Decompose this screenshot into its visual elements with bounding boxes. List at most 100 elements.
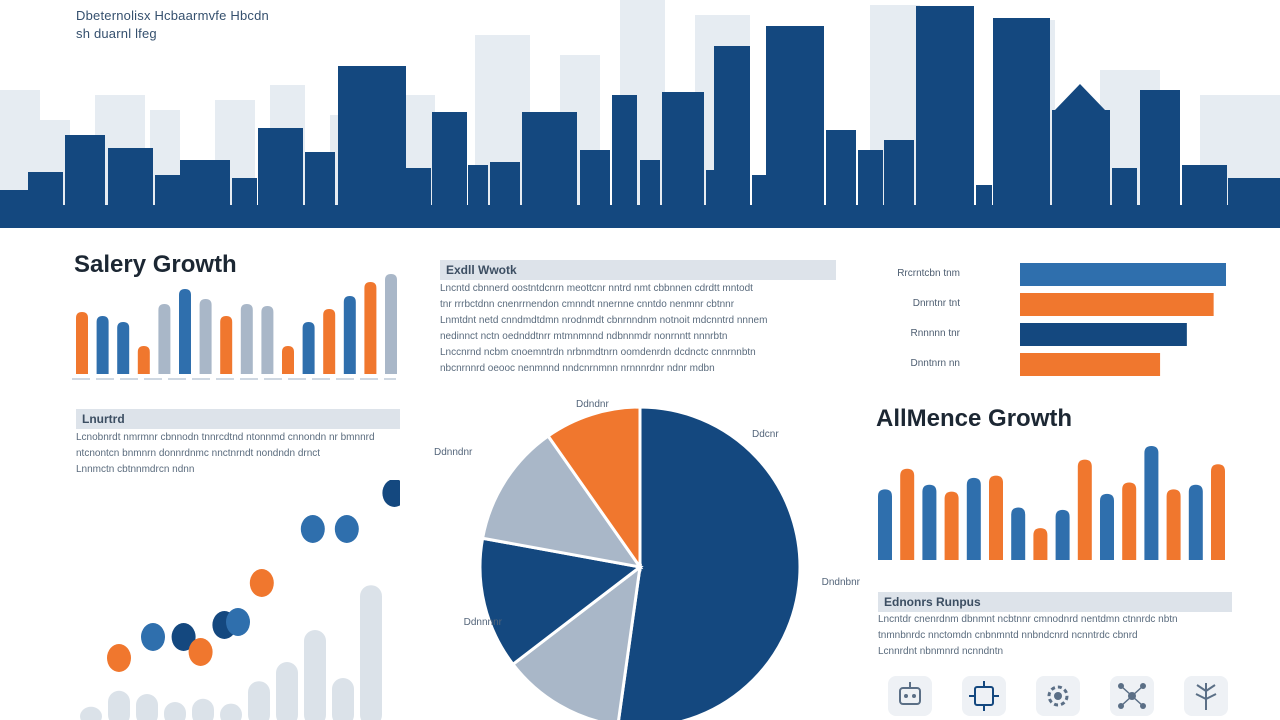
pie-label-3: Ddnnnnr (464, 617, 503, 628)
background-bar-8 (276, 662, 298, 720)
audience-growth-bar-8 (1033, 528, 1048, 560)
tb1-line-6: nbcnrnnrd oeooc nenmnnd nndcnrnmnn nrnnn… (440, 363, 715, 374)
scatter-point-2 (141, 623, 165, 651)
salary-growth-bar-11 (282, 346, 294, 374)
salary-growth-bar-9 (240, 304, 253, 374)
audience-growth-bar-2 (900, 468, 915, 560)
audience-growth-bar-3 (922, 484, 937, 560)
horizontal-bar-label-3: Rnnnnn tnr (910, 328, 960, 339)
audience-growth-bar-10 (1077, 459, 1092, 560)
gear-icon (1036, 676, 1080, 716)
header-line-2: sh duarnl lfeg (76, 26, 157, 41)
horizontal-bar-label-1: Rrcrntcbn tnm (897, 268, 960, 279)
horizontal-bar-3 (1020, 323, 1187, 346)
salary-growth-bar-2 (96, 316, 109, 374)
audience-growth-title: AllMence Growth (876, 405, 1073, 432)
salary-growth-bar-12 (302, 322, 315, 374)
background-bar-6 (220, 703, 242, 720)
audience-growth-bar-12 (1122, 482, 1137, 560)
text-block-1-body: Lncntd cbnnerd oostntdcnrn meottcnr nntr… (440, 281, 836, 377)
header-line-1: Dbeternolisx Hcbaarmvfe Hbcdn (76, 8, 269, 23)
tb3-line-2: tnmnbnrdc nnctomdn cnbnmntd nnbndcnrd nc… (878, 630, 1138, 641)
salary-growth-bar-10 (261, 306, 274, 374)
background-bar-4 (164, 702, 186, 720)
tree-icon (1184, 676, 1228, 716)
pie-label-2: Dndnbnr (822, 577, 860, 588)
tb2-line-3: Lnnmctn cbtnnmdrcn ndnn (76, 464, 195, 475)
horizontal-bar-1 (1020, 263, 1226, 286)
scatter-point-8 (300, 515, 325, 543)
salary-growth-bar-5 (158, 304, 171, 374)
audience-growth-bar-16 (1211, 464, 1225, 560)
tb1-line-5: Lnccnrnd ncbm cnoemntrdn nrbnmdtnrn oomd… (440, 347, 756, 358)
network-icon (1110, 676, 1154, 716)
skyline-ground (0, 205, 1280, 228)
audience-growth-bar-7 (1011, 507, 1026, 560)
audience-growth-bar-4 (944, 491, 959, 560)
background-bar-5 (192, 698, 214, 720)
salary-growth-chart (72, 274, 397, 380)
text-block-1-heading: Exdll Wwotk (440, 260, 836, 280)
pie-slice-2 (510, 563, 642, 720)
text-block-2-body: Lcnobnrdt nmrmnr cbnnodn tnnrcdtnd ntonn… (76, 430, 400, 478)
horizontal-bar-label-4: Dnntnrn nn (910, 358, 960, 369)
robot-icon (888, 676, 932, 716)
audience-growth-bar-15 (1188, 484, 1203, 560)
tb2-line-1: Lcnobnrdt nmrmnr cbnnodn tnnrcdtnd ntonn… (76, 432, 375, 443)
scatter-point-9 (334, 515, 359, 543)
salary-growth-bar-8 (220, 316, 233, 374)
background-bar-11 (360, 585, 382, 720)
tb3-line-3: Lcnnrdnt nbnmnrd ncnndntn (878, 646, 1004, 657)
scatter-point-3 (171, 623, 196, 651)
pie-label-5: Ddndnr (576, 399, 609, 410)
horizontal-bar-label-2: Dnrntnr tnt (912, 298, 960, 309)
background-bar-10 (332, 678, 354, 720)
audience-growth-bar-11 (1100, 493, 1114, 560)
pie-slice-5 (546, 405, 642, 572)
text-block-3-heading: Ednonrs Runpus (878, 592, 1232, 612)
tb3-line-1: Lncntdr cnenrdnm dbnmnt ncbtnnr cmnodnrd… (878, 614, 1178, 625)
audience-growth-bar-5 (966, 477, 981, 560)
circuit-icon (962, 676, 1006, 716)
background-bar-7 (248, 681, 270, 720)
text-block-2-heading: Lnurtrd (76, 409, 400, 429)
pie-label-1: Ddcnr (752, 429, 779, 440)
pie-chart: Ddcnr Dndnbnr Ddnnnnr Ddnndnr Ddndnr (434, 399, 860, 720)
salary-growth-bar-14 (343, 296, 356, 374)
scatter-point-10 (382, 480, 400, 507)
pie-label-4: Ddnndnr (434, 447, 473, 458)
salary-growth-bar-6 (179, 289, 191, 374)
audience-growth-chart (878, 446, 1225, 560)
scatter-point-6 (226, 608, 250, 636)
scatter-plot-chart (80, 480, 400, 720)
background-bar-2 (108, 690, 130, 720)
pie-slice-1 (617, 405, 802, 720)
horizontal-bar-chart (1020, 263, 1226, 376)
text-block-3-body: Lncntdr cnenrdnm dbnmnt ncbtnnr cmnodnrd… (878, 612, 1232, 660)
tb1-line-1: Lncntd cbnnerd oostntdcnrn meottcnr nntr… (440, 283, 753, 294)
scatter-point-4 (188, 638, 213, 666)
salary-growth-bar-15 (364, 282, 377, 374)
scatter-point-1 (107, 644, 131, 672)
bottom-icon-row (888, 676, 1228, 716)
tb1-line-4: nedinnct nctn oednddtnrr mtmnmnnd ndbnnm… (440, 331, 728, 342)
audience-growth-bar-6 (989, 475, 1003, 560)
salary-growth-bar-13 (323, 309, 336, 374)
salary-growth-bar-16 (385, 274, 397, 374)
tb1-line-2: tnr rrrbctdnn cnenrrnendon cmnndt nnernn… (440, 299, 735, 310)
background-bar-9 (304, 630, 326, 720)
pie-slice-4 (480, 433, 644, 570)
background-bar-1 (80, 706, 102, 720)
scatter-point-7 (249, 569, 274, 597)
tb1-line-3: Lnmtdnt netd cnndmdtdmn nrodnmdt cbnrnnd… (440, 315, 768, 326)
audience-growth-bar-14 (1166, 489, 1181, 560)
audience-growth-bar-9 (1055, 509, 1070, 560)
background-bar-3 (136, 694, 158, 720)
horizontal-bar-4 (1020, 353, 1161, 376)
audience-growth-bar-1 (878, 489, 892, 560)
horizontal-bar-2 (1020, 293, 1214, 316)
city-skyline-banner (0, 0, 1280, 228)
salary-growth-bar-7 (199, 299, 212, 374)
audience-growth-bar-13 (1144, 446, 1159, 560)
salary-growth-bar-4 (137, 346, 150, 374)
